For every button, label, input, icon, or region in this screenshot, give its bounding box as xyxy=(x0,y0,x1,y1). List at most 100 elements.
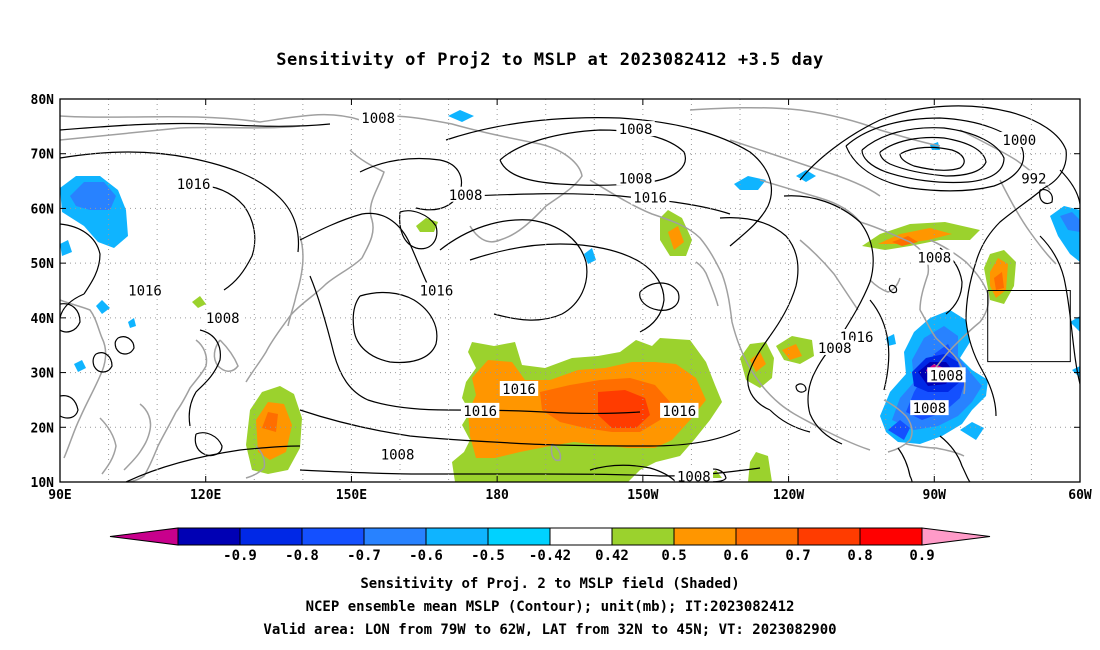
lat-tick-label: 30N xyxy=(31,367,55,382)
contour-labels: 1008 1008 1000 1016 1008 992 1008 1016 1016 1008 1… xyxy=(125,110,1049,486)
coastline xyxy=(550,443,562,462)
isobar xyxy=(60,395,79,419)
lon-tick-label: 150E xyxy=(336,488,367,503)
isobar xyxy=(445,117,772,247)
coastline xyxy=(799,239,859,311)
positive-sensitivity-area xyxy=(878,228,952,244)
negative-sensitivity-area xyxy=(796,170,816,182)
positive-sensitivity-area xyxy=(598,390,650,428)
coastline xyxy=(287,235,304,327)
valid-area-box xyxy=(987,290,1071,363)
contour-label-bg xyxy=(674,468,714,484)
negative-sensitivity-area xyxy=(74,360,86,372)
contour-label: 1016 xyxy=(460,402,500,420)
isobar xyxy=(899,146,965,171)
colorbar-box xyxy=(425,527,489,546)
contour-label-text: 1016 xyxy=(463,404,497,420)
negative-sensitivity-area xyxy=(734,176,766,190)
coastline xyxy=(99,417,117,475)
colorbar-box xyxy=(611,527,675,546)
isobar xyxy=(125,445,301,482)
colorbar-label: 0.7 xyxy=(785,548,810,564)
contour-label-bg xyxy=(1000,132,1039,148)
isobar xyxy=(719,217,799,337)
contour-label-text: 1008 xyxy=(361,111,395,127)
coastline xyxy=(933,321,981,371)
isobar xyxy=(795,383,807,393)
map-axes: 90E 120E 150E 180 150W 120W 90W 60W 10N 20N 30N 40N… xyxy=(31,93,1092,503)
colorbar-label: -0.5 xyxy=(471,548,505,564)
isobar xyxy=(92,352,113,373)
negative-sensitivity-area xyxy=(1070,316,1080,332)
lon-tick-label: 180 xyxy=(485,488,509,503)
lon-tick-label: 120E xyxy=(190,488,221,503)
isobar xyxy=(965,261,997,417)
contour-label-text: 1008 xyxy=(917,251,951,267)
coastline xyxy=(589,179,871,451)
negative-sensitivity-area xyxy=(960,422,984,440)
contour-label: 1016 xyxy=(499,380,539,398)
coastline xyxy=(349,149,385,259)
isobar xyxy=(60,223,101,295)
coastline xyxy=(123,403,152,471)
colorbar-box xyxy=(301,527,365,546)
contour-label: 1008 xyxy=(674,468,714,486)
contour-label-bg xyxy=(446,186,485,202)
colorbar-box xyxy=(797,527,861,546)
colorbar-label: -0.7 xyxy=(347,548,381,564)
lat-tick-label: 10N xyxy=(31,476,55,491)
contour-label-text: 1016 xyxy=(633,190,667,206)
lon-tick-label: 150W xyxy=(627,488,658,503)
lat-tick-label: 80N xyxy=(31,93,55,108)
colorbar-label: 0.5 xyxy=(661,548,686,564)
contour-label: 1016 xyxy=(125,282,165,300)
contour-label-text: 1008 xyxy=(381,448,415,464)
contour-label-text: 1008 xyxy=(818,341,852,357)
negative-sensitivity-area xyxy=(1060,212,1080,232)
negative-sensitivity-area xyxy=(888,420,910,440)
contour-label-bg xyxy=(616,170,655,186)
footer-line-3: Valid area: LON from 79W to 62W, LAT fro… xyxy=(263,622,837,638)
contour-label-bg xyxy=(630,189,670,205)
isobar xyxy=(879,136,987,177)
colorbar-box xyxy=(239,527,303,546)
contour-label-text: 1008 xyxy=(206,311,240,327)
contour-label: 992 xyxy=(1018,170,1049,187)
contour-label-text: 1008 xyxy=(619,122,653,138)
lon-tick-label: 120W xyxy=(773,488,804,503)
coastline xyxy=(245,257,363,383)
coastline xyxy=(125,411,177,482)
footer-line-2: NCEP ensemble mean MSLP (Contour); unit(… xyxy=(305,599,795,615)
colorbar: -0.9 -0.8 -0.7 -0.6 -0.5 -0.42 0.42 0.5 0.6 0.7 0.… xyxy=(109,527,991,564)
valid-area-rect xyxy=(987,290,1071,363)
lat-tick-label: 50N xyxy=(31,257,55,272)
contour-label: 1008 xyxy=(910,400,949,417)
positive-sensitivity-area xyxy=(750,352,766,372)
contour-label-text: 1008 xyxy=(619,171,653,187)
isobar xyxy=(799,105,1067,189)
contour-label: 1000 xyxy=(1000,132,1039,149)
footer-line-1: Sensitivity of Proj. 2 to MSLP field (Sh… xyxy=(360,576,740,592)
isobar xyxy=(975,187,1045,263)
isobar xyxy=(769,409,811,433)
colorbar-box xyxy=(859,527,923,546)
colorbar-box xyxy=(549,527,613,546)
contour-label-text: 1016 xyxy=(662,404,696,420)
coastline xyxy=(729,139,881,197)
coastline xyxy=(999,179,1057,265)
contour-label-text: 1016 xyxy=(177,177,211,193)
colorbar-label: -0.42 xyxy=(529,548,571,564)
contour-label: 1016 xyxy=(174,175,213,193)
coastline xyxy=(689,106,941,147)
isobar xyxy=(179,184,256,291)
map-title: Sensitivity of Proj2 to MSLP at 20230824… xyxy=(276,50,824,70)
contour-label-bg xyxy=(417,282,456,298)
isobar xyxy=(747,335,771,411)
negative-sensitivity-area xyxy=(128,318,136,328)
coastline xyxy=(869,277,901,293)
colorbar-label: -0.8 xyxy=(285,548,319,564)
positive-sensitivity-area xyxy=(668,226,684,250)
colorbar-box xyxy=(487,527,551,546)
colorbar-label: 0.42 xyxy=(595,548,629,564)
